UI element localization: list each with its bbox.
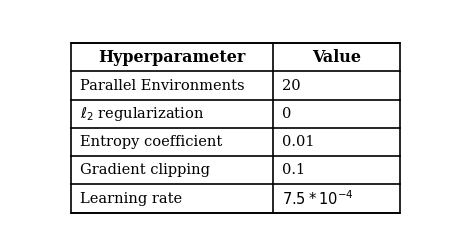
Text: 20: 20	[282, 79, 300, 93]
Text: Hyperparameter: Hyperparameter	[98, 49, 245, 66]
Text: Entropy coefficient: Entropy coefficient	[80, 135, 222, 149]
Text: Gradient clipping: Gradient clipping	[80, 163, 209, 177]
Text: Value: Value	[311, 49, 360, 66]
Text: $7.5 * 10^{-4}$: $7.5 * 10^{-4}$	[282, 189, 353, 208]
Text: 0: 0	[282, 107, 291, 121]
Text: Parallel Environments: Parallel Environments	[80, 79, 244, 93]
Text: 0.1: 0.1	[282, 163, 304, 177]
Text: 0.01: 0.01	[282, 135, 314, 149]
Text: Learning rate: Learning rate	[80, 191, 182, 206]
Text: $\ell_2$ regularization: $\ell_2$ regularization	[80, 105, 204, 123]
